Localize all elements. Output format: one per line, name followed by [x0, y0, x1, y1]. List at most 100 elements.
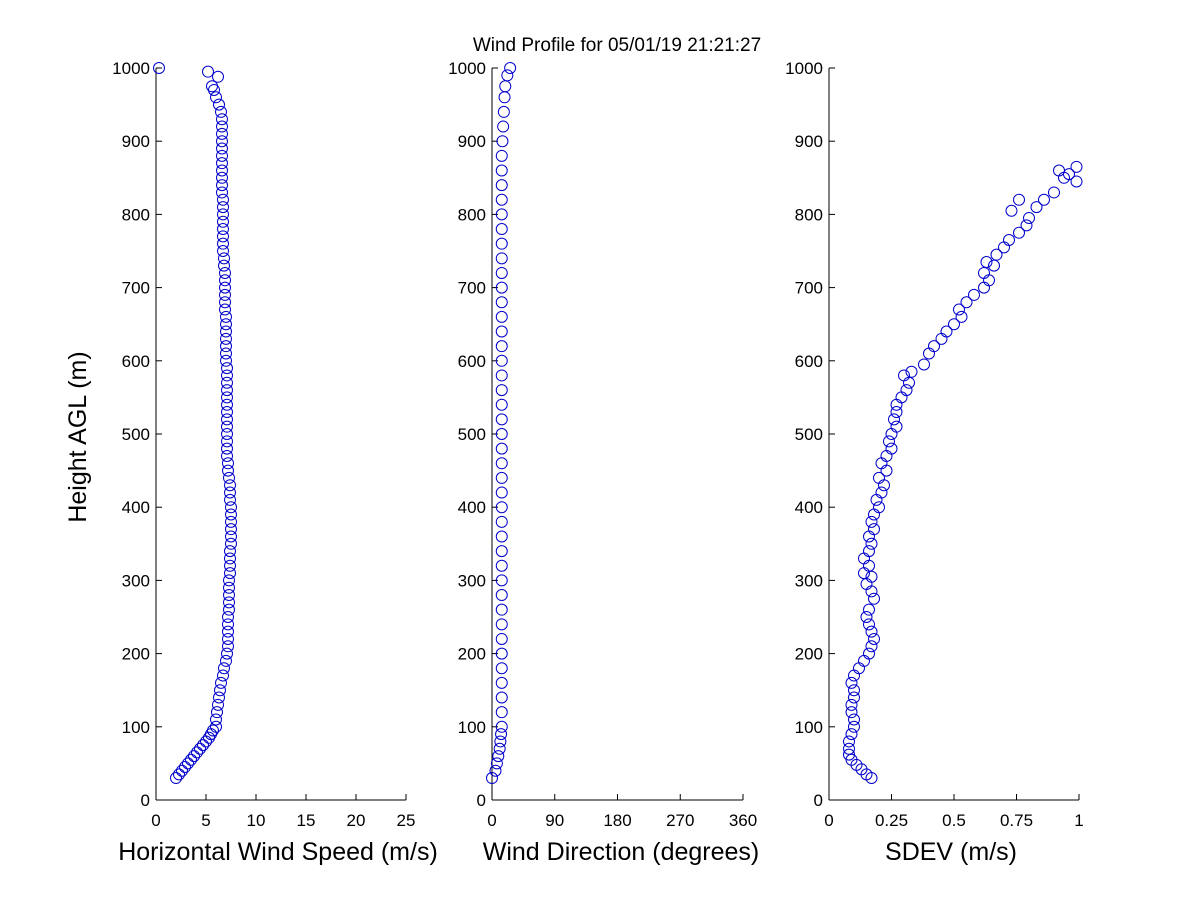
data-point: [495, 706, 508, 719]
data-point: [221, 398, 233, 411]
data-point: [845, 706, 858, 719]
data-point: [1005, 204, 1018, 217]
data-point: [499, 80, 512, 93]
data-point: [221, 369, 233, 382]
data-point: [220, 325, 232, 338]
data-point: [883, 435, 895, 448]
data-point: [495, 515, 508, 528]
data-point: [210, 720, 222, 733]
y-tick-label: 0: [814, 791, 823, 810]
data-point: [217, 223, 229, 236]
sdev-panel: 0 100 200 300 400 500 600 700 800 900 1000 0 0.25 0.5…: [785, 59, 1084, 866]
data-point: [215, 105, 227, 118]
data-point: [868, 632, 880, 645]
y-tick-label: 700: [795, 279, 823, 298]
data-point: [176, 764, 188, 777]
data-point: [213, 98, 225, 111]
data-point: [216, 171, 228, 184]
data-point: [217, 208, 229, 221]
data-point: [213, 691, 225, 704]
x-tick-label: 1: [1074, 811, 1083, 830]
data-point: [222, 611, 234, 623]
data-point: [865, 585, 878, 598]
y-tick-label: 400: [458, 498, 486, 517]
x-tick-label: 180: [603, 811, 631, 830]
data-point: [153, 62, 165, 74]
x-tick-label: 10: [247, 811, 266, 830]
data-point: [212, 698, 224, 711]
data-point: [216, 113, 228, 126]
x-tick-label: 0: [824, 811, 833, 830]
data-point: [868, 523, 880, 536]
data-point: [918, 358, 930, 371]
data-point: [223, 603, 235, 616]
data-point: [221, 406, 233, 419]
data-point: [868, 508, 880, 521]
data-point: [873, 471, 885, 484]
data-point: [495, 632, 508, 645]
data-point: [495, 149, 508, 162]
data-point: [217, 245, 229, 257]
data-point: [863, 559, 875, 572]
data-point: [890, 406, 903, 419]
y-tick-label: 500: [795, 425, 823, 444]
data-point: [873, 501, 885, 514]
data-point: [197, 739, 209, 752]
data-point: [495, 296, 508, 309]
data-point: [495, 471, 508, 484]
y-tick-label: 300: [795, 571, 823, 590]
data-point: [860, 578, 873, 591]
y-tick-label: 0: [141, 791, 150, 810]
data-point: [495, 310, 508, 323]
data-point: [495, 486, 508, 499]
data-point: [486, 772, 498, 785]
x-tick-label: 360: [729, 811, 757, 830]
data-point: [863, 647, 875, 660]
data-point: [220, 347, 232, 360]
data-point: [194, 742, 206, 755]
data-point: [1003, 234, 1015, 247]
data-point: [222, 632, 234, 645]
data-point: [495, 618, 508, 631]
data-point: [220, 318, 232, 331]
data-point: [978, 281, 990, 294]
data-point: [210, 91, 222, 104]
data-point: [1023, 212, 1035, 225]
data-point: [504, 62, 517, 74]
data-point: [216, 157, 228, 170]
data-point: [848, 713, 860, 726]
data-point: [221, 420, 233, 433]
data-point: [223, 574, 235, 587]
data-point: [863, 530, 875, 543]
data-point: [493, 742, 506, 755]
y-tick-label: 200: [458, 645, 486, 664]
data-point: [497, 120, 510, 133]
data-point: [210, 713, 222, 726]
data-point: [497, 105, 510, 118]
data-point: [492, 750, 505, 763]
data-point: [865, 515, 878, 528]
data-point: [206, 80, 218, 93]
speed-x-axis-label: Horizontal Wind Speed (m/s): [118, 838, 438, 866]
data-point: [489, 764, 502, 777]
x-tick-label: 90: [545, 811, 564, 830]
data-point: [495, 281, 508, 294]
data-point: [858, 654, 870, 667]
x-tick-label: 0.25: [875, 811, 908, 830]
data-point: [880, 449, 893, 462]
x-tick-label: 0.75: [1000, 811, 1033, 830]
data-point: [865, 640, 878, 653]
data-point: [217, 201, 229, 214]
data-point: [225, 501, 237, 514]
data-point: [900, 384, 913, 397]
data-point: [990, 248, 1003, 261]
data-point: [495, 545, 508, 558]
data-point: [1030, 201, 1043, 214]
data-point: [501, 69, 514, 82]
data-point: [220, 354, 232, 367]
data-point: [870, 493, 883, 506]
data-point: [224, 493, 236, 506]
data-point: [179, 761, 191, 774]
data-point: [988, 259, 1000, 272]
